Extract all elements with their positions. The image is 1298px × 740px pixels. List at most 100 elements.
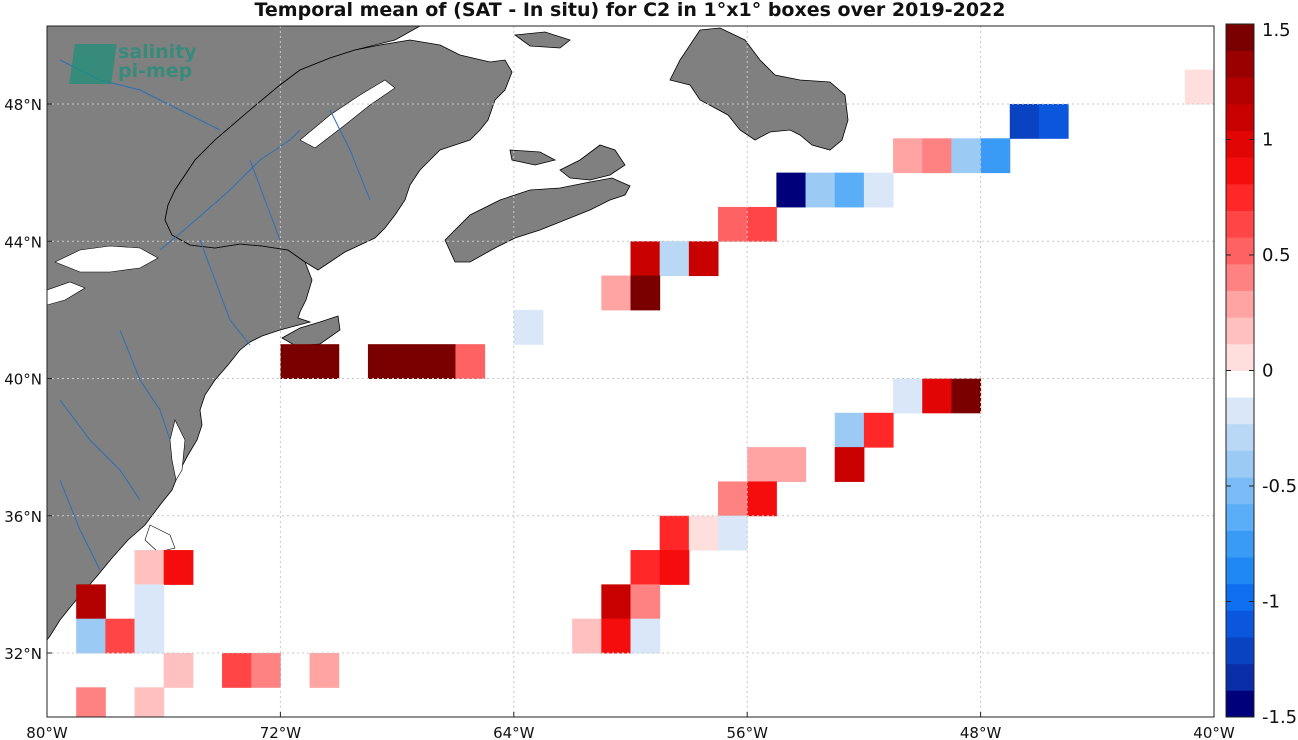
data-cell	[105, 618, 136, 654]
colorbar-segment	[1226, 237, 1254, 265]
data-cell	[747, 206, 777, 242]
data-cell	[630, 618, 661, 654]
data-cell	[163, 550, 194, 585]
lon-tick-label: 56°W	[726, 724, 768, 740]
colorbar-segment	[1226, 397, 1254, 425]
colorbar-tick-label: 0.5	[1262, 245, 1291, 266]
colorbar-segment	[1226, 557, 1254, 585]
colorbar-segment	[1226, 263, 1254, 291]
river-line	[329, 109, 371, 201]
lat-tick-labels: 32°N 36°N 40°N 44°N 48°N	[4, 96, 52, 663]
chart-title: Temporal mean of (SAT - In situ) for C2 …	[254, 0, 1006, 21]
colorbar-tick-label: 1	[1262, 130, 1273, 151]
colorbar-tick-label: 0	[1262, 361, 1273, 382]
colorbar-segment	[1226, 343, 1254, 371]
data-cell	[1009, 104, 1040, 139]
data-cell	[76, 584, 106, 620]
data-cell	[951, 138, 982, 174]
data-cell	[659, 550, 690, 585]
data-cell	[134, 618, 165, 654]
data-cell	[718, 481, 748, 517]
colorbar-segment	[1226, 103, 1254, 132]
colorbar-tick-label: 1.5	[1262, 20, 1291, 41]
colorbar-segment	[1226, 637, 1254, 665]
data-cell	[893, 378, 923, 414]
colorbar-segment	[1226, 317, 1254, 345]
lake-erie	[47, 281, 86, 306]
data-cell	[805, 172, 836, 208]
colorbar	[1225, 23, 1255, 718]
data-cell	[922, 138, 952, 174]
newfoundland	[669, 27, 849, 151]
land-layer	[47, 26, 849, 641]
data-cell	[893, 138, 923, 174]
data-cell	[718, 206, 748, 242]
lat-tick-label: 32°N	[4, 645, 42, 663]
logo-mark-icon	[69, 44, 117, 84]
nova-scotia	[444, 177, 631, 263]
map-frame	[46, 25, 1215, 718]
data-cell	[688, 241, 719, 277]
colorbar-segment	[1226, 290, 1254, 318]
data-cell	[1038, 104, 1069, 139]
data-cell	[397, 344, 427, 379]
data-cell	[601, 584, 631, 620]
data-cell	[718, 515, 748, 551]
data-cell	[513, 309, 544, 345]
lat-tick-label: 36°N	[4, 508, 42, 526]
data-cell	[659, 241, 690, 277]
data-cell	[747, 447, 777, 482]
lat-tick-label: 40°N	[4, 371, 42, 389]
lat-tick-label: 48°N	[4, 96, 42, 114]
data-cell	[280, 344, 311, 379]
data-cell	[572, 618, 602, 654]
colorbar-tick-label: -1.5	[1262, 707, 1297, 728]
data-cell	[980, 138, 1011, 174]
data-cell	[834, 172, 865, 208]
colorbar-segment	[1226, 530, 1254, 558]
gridlines	[47, 26, 1214, 717]
st-lawrence-river	[159, 129, 301, 251]
data-cell	[76, 687, 106, 717]
lon-tick-label: 72°W	[260, 724, 302, 740]
colorbar-segment	[1226, 423, 1254, 451]
data-cell	[601, 618, 631, 654]
data-cell	[630, 241, 661, 277]
data-cell	[776, 172, 807, 208]
data-cell	[222, 653, 252, 688]
lon-tick-labels: 80°W 72°W 64°W 56°W 48°W 40°W	[26, 712, 1235, 740]
pamlico-sound	[144, 524, 176, 553]
colorbar-segment	[1226, 503, 1254, 531]
lon-tick-label: 80°W	[26, 724, 68, 740]
lake-ontario	[54, 245, 159, 273]
data-cell	[659, 515, 690, 551]
colorbar-segment	[1226, 583, 1254, 611]
data-cell	[776, 447, 807, 482]
river-line	[249, 159, 281, 241]
data-cell	[747, 481, 777, 517]
colorbar-segment	[1226, 370, 1254, 398]
logo-text-line1: salinity	[118, 41, 197, 63]
colorbar-segment	[1226, 610, 1254, 638]
lon-tick-label: 64°W	[493, 724, 535, 740]
data-cells-layer	[76, 69, 1214, 717]
colorbar-segment	[1226, 157, 1254, 185]
data-cell	[76, 618, 106, 654]
data-cell	[251, 653, 281, 688]
data-cell	[134, 687, 165, 717]
colorbar-segment	[1226, 24, 1254, 52]
data-cell	[922, 378, 952, 414]
data-cell	[834, 447, 865, 482]
anticosti-island	[513, 31, 571, 49]
quebec-maritimes-land	[164, 39, 513, 271]
logo-text-line2: pi-mep	[118, 60, 193, 82]
data-cell	[163, 653, 194, 688]
data-cell	[367, 344, 398, 379]
data-cell	[309, 653, 340, 688]
colorbar-segment	[1226, 130, 1254, 158]
data-cell	[863, 172, 894, 208]
river-line	[59, 399, 141, 501]
data-cell	[630, 550, 661, 585]
river-line	[59, 479, 101, 571]
data-cell	[834, 412, 865, 448]
